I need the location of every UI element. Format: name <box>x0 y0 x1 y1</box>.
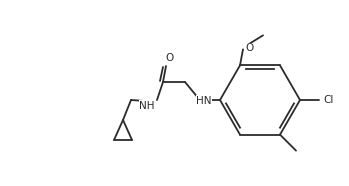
Text: Cl: Cl <box>324 95 334 105</box>
Text: HN: HN <box>196 96 212 106</box>
Text: NH: NH <box>139 101 155 111</box>
Text: O: O <box>165 53 173 63</box>
Text: O: O <box>246 43 254 53</box>
